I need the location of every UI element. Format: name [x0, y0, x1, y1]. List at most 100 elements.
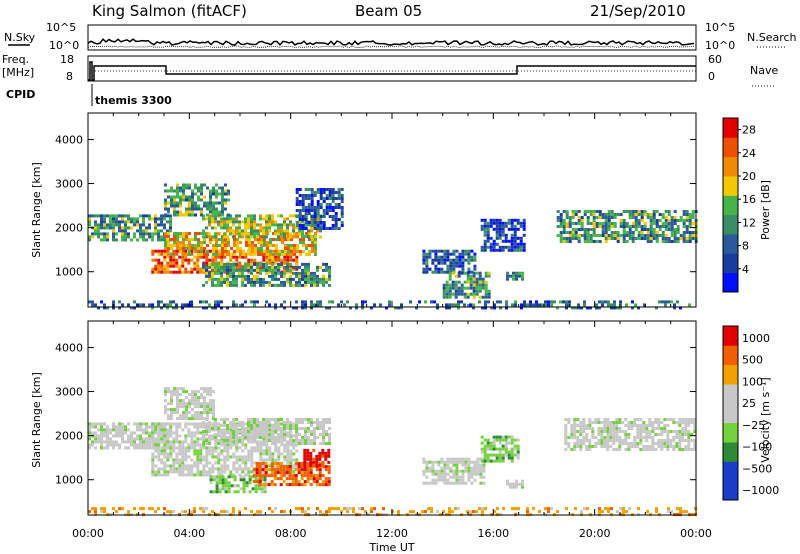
echo-cell [322, 283, 325, 287]
echo-cell [160, 434, 164, 438]
echo-cell [316, 265, 319, 269]
echo-cell [340, 200, 344, 203]
echo-cell [550, 303, 553, 307]
echo-cell [492, 441, 496, 445]
echo-cell [685, 210, 689, 213]
echo-cell [298, 220, 301, 224]
echo-cell [200, 411, 203, 415]
echo-cell [431, 460, 435, 464]
echo-cell [248, 478, 252, 482]
echo-cell [253, 430, 256, 433]
echo-cell [182, 417, 185, 421]
echo-cell [166, 270, 170, 274]
echo-cell [238, 232, 241, 236]
echo-cell [676, 237, 680, 240]
echo-cell [208, 214, 211, 218]
echo-cell [622, 225, 626, 228]
echo-cell [271, 271, 274, 275]
echo-cell [318, 468, 322, 472]
echo-cell [235, 458, 239, 462]
echo-cell [310, 221, 314, 224]
echo-cell [295, 306, 298, 310]
echo-cell [191, 390, 194, 394]
echo-cell [257, 232, 260, 235]
echo-cell [501, 459, 505, 463]
echo-cell [212, 490, 216, 494]
echo-cell [328, 300, 331, 304]
echo-cell [167, 408, 170, 412]
echo-cell [580, 228, 584, 231]
echo-cell [498, 441, 502, 445]
echo-cell [370, 507, 373, 511]
echo-cell [585, 427, 589, 430]
echo-cell [100, 431, 103, 435]
power-echo-cells [88, 183, 698, 310]
echo-cell [169, 455, 173, 459]
echo-cell [550, 507, 553, 511]
echo-cell [238, 473, 242, 477]
echo-cell [298, 224, 302, 227]
echo-cell [544, 303, 547, 307]
echo-cell [636, 424, 640, 427]
echo-cell [88, 510, 91, 514]
echo-cell [264, 465, 268, 469]
echo-cell [483, 233, 487, 237]
echo-cell [202, 510, 205, 514]
echo-cell [154, 470, 158, 474]
echo-cell [483, 248, 487, 252]
echo-cell [293, 232, 296, 235]
echo-cell [571, 213, 575, 216]
echo-cell [472, 295, 476, 299]
echo-cell [220, 280, 223, 284]
echo-cell [316, 280, 319, 284]
echo-cell [209, 408, 212, 412]
echo-cell [579, 430, 583, 433]
echo-cell [313, 191, 317, 194]
echo-cell [679, 234, 683, 237]
echo-cell [567, 445, 571, 448]
echo-cell [437, 469, 441, 473]
echo-cell [148, 226, 151, 230]
echo-cell [639, 436, 643, 439]
echo-cell [242, 490, 246, 494]
echo-cell [302, 244, 305, 247]
echo-cell [176, 399, 179, 403]
echo-cell [547, 507, 550, 511]
echo-cell [280, 433, 283, 436]
echo-cell [175, 458, 179, 462]
echo-cell [209, 195, 212, 199]
echo-cell [564, 433, 568, 436]
echo-cell [176, 186, 179, 190]
echo-cell [610, 222, 614, 225]
echo-cell [322, 427, 325, 430]
echo-cell [660, 439, 664, 442]
echo-cell [425, 267, 429, 271]
echo-cell [169, 470, 173, 474]
echo-cell [221, 244, 224, 247]
echo-cell [513, 453, 517, 457]
echo-cell [181, 449, 185, 453]
echo-cell [169, 428, 173, 432]
echo-cell [282, 468, 286, 472]
echo-cell [298, 507, 301, 511]
echo-cell [616, 510, 619, 514]
echo-cell [142, 440, 145, 444]
echo-cell [691, 231, 695, 234]
echo-cell [592, 210, 596, 213]
echo-cell [622, 222, 626, 225]
echo-cell [224, 244, 227, 247]
echo-cell [157, 238, 160, 242]
echo-cell [309, 457, 313, 461]
echo-cell [562, 228, 566, 231]
echo-cell [609, 436, 613, 439]
echo-cell [565, 210, 569, 213]
echo-cell [200, 417, 203, 421]
echo-cell [217, 252, 221, 256]
echo-cell [678, 442, 682, 445]
echo-cell [486, 221, 490, 225]
echo-cell [229, 271, 232, 275]
echo-cell [289, 455, 293, 459]
echo-cell [121, 226, 124, 230]
echo-cell [136, 217, 139, 221]
echo-cell [667, 510, 670, 514]
